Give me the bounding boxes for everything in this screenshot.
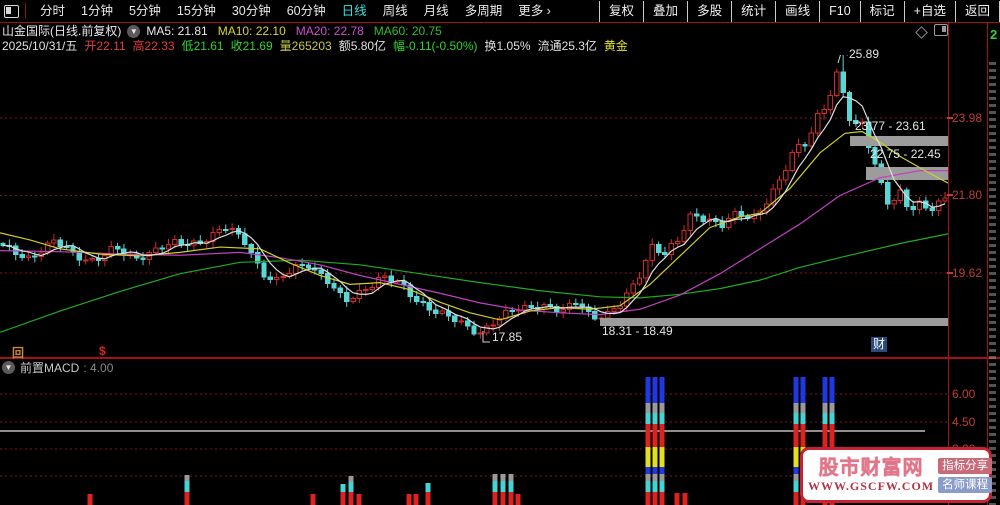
panel-divider [0, 357, 1000, 359]
period-tab-周线[interactable]: 周线 [382, 4, 408, 18]
price-annotation: 23.77 - 23.61 [855, 119, 926, 133]
toolbar-button-+自选[interactable]: +自选 [903, 0, 955, 22]
toolbar-button-叠加[interactable]: 叠加 [643, 0, 687, 22]
quote-field: 额5.80亿 [338, 39, 387, 53]
quote-field: 开22.11 [84, 39, 126, 53]
axis-tick [947, 117, 953, 119]
toolbar-buttons: 复权 叠加 多股 统计 画线 F10 标记 +自选 返回 [599, 0, 1000, 22]
stock-title: 山金国际(日线.前复权) [2, 24, 122, 38]
period-tab-多周期[interactable]: 多周期 [464, 4, 503, 18]
price-axis-label: 19.62 [952, 265, 983, 280]
quote-field: 换1.05% [484, 39, 531, 53]
price-annotation: 18.31 - 18.49 [602, 324, 673, 338]
chevron-down-icon[interactable]: ▼ [2, 361, 15, 374]
right-scroll-strip [989, 62, 996, 505]
chevron-down-icon[interactable]: ▼ [127, 24, 141, 38]
watermark-badge: 名师课程 [938, 476, 993, 493]
toolbar-button-统计[interactable]: 统计 [731, 0, 775, 22]
candlestick-chart[interactable] [0, 50, 949, 358]
dollar-icon[interactable]: $ [99, 344, 106, 358]
price-axis-label: 21.80 [952, 188, 983, 203]
ma-value: MA60: 20.75 [373, 24, 442, 38]
toolbar-button-返回[interactable]: 返回 [954, 0, 1000, 22]
toolbar-button-复权[interactable]: 复权 [599, 0, 643, 22]
period-tabs: 分时 1分钟 5分钟 15分钟 30分钟 60分钟 日线 周线 月线 多周期 更多 › [32, 0, 559, 22]
quote-field: 收21.69 [230, 39, 273, 53]
indicator-value: : 4.00 [83, 360, 114, 375]
axis-tick [947, 271, 953, 274]
toolbar-button-F10[interactable]: F10 [819, 0, 860, 22]
panel-toggle-icon[interactable] [934, 24, 948, 36]
chart-right-border [948, 23, 949, 505]
top-toolbar: 分时 1分钟 5分钟 15分钟 30分钟 60分钟 日线 周线 月线 多周期 更多 › 复权 叠加 多股… [0, 0, 1000, 23]
quote-field: 流通25.3亿 [537, 39, 597, 53]
watermark: 股市财富网 WWW.GSCFW.COM 指标分享 名师课程 [800, 447, 993, 503]
indicator-name[interactable]: 前置MACD [20, 361, 80, 375]
period-tab-15分钟[interactable]: 15分钟 [176, 4, 216, 18]
toolbar-button-多股[interactable]: 多股 [687, 0, 731, 22]
watermark-badge: 指标分享 [938, 457, 993, 474]
period-tab-1分钟[interactable]: 1分钟 [81, 4, 113, 18]
quote-field: 2025/10/31/五 [2, 39, 78, 53]
period-tab-5分钟[interactable]: 5分钟 [128, 4, 161, 18]
period-tab-更多 ›[interactable]: 更多 › [518, 4, 551, 18]
period-tab-30分钟[interactable]: 30分钟 [231, 4, 271, 18]
quote-fields: 2025/10/31/五 开22.11 高22.33 低21.61 收21.69 量265… [2, 39, 635, 53]
ma-values: MA5: 21.81 MA10: 22.10 MA20: 22.78 MA60: 20… [146, 24, 452, 38]
period-tab-分时[interactable]: 分时 [40, 4, 66, 18]
quote-info-row: 2025/10/31/五 开22.11 高22.33 低21.61 收21.69 量265… [2, 39, 635, 53]
period-tab-月线[interactable]: 月线 [423, 4, 449, 18]
toolbar-divider [25, 3, 26, 19]
price-annotation: 17.85 [492, 330, 523, 344]
window-layout-icon[interactable] [4, 4, 19, 18]
period-tab-60分钟[interactable]: 60分钟 [286, 4, 326, 18]
right-strip-text: 2 [990, 27, 998, 42]
ma-value: MA20: 22.78 [295, 24, 364, 38]
axis-right-border [987, 23, 988, 505]
ma-value: MA10: 22.10 [217, 24, 286, 38]
cai-marker-icon[interactable]: 财 [871, 337, 888, 352]
price-annotation: 25.89 [849, 47, 880, 61]
stock-info-row: 山金国际(日线.前复权) ▼ MA5: 21.81 MA10: 22.10 MA20… [2, 24, 452, 38]
watermark-title: 股市财富网 [818, 456, 924, 479]
price-annotation: 22.75 - 22.45 [870, 147, 941, 161]
toolbar-button-画线[interactable]: 画线 [775, 0, 819, 22]
indicator-header: ▼ 前置MACD : 4.00 [2, 359, 113, 376]
period-tab-日线[interactable]: 日线 [341, 4, 367, 18]
diamond-icon[interactable] [915, 26, 928, 39]
price-axis-label: 23.98 [952, 111, 983, 125]
quote-field: 量265203 [279, 39, 332, 53]
ma-value: MA5: 21.81 [146, 24, 208, 38]
quote-field: 幅-0.11(-0.50%) [393, 39, 478, 53]
axis-tick [947, 194, 953, 197]
quote-field: 高22.33 [132, 39, 175, 53]
watermark-url: WWW.GSCFW.COM [808, 478, 935, 493]
quote-field: 黄金 [603, 39, 628, 53]
indicator-axis-label: 4.50 [952, 415, 976, 429]
toolbar-button-标记[interactable]: 标记 [859, 0, 904, 22]
indicator-axis-label: 6.00 [952, 387, 976, 401]
hui-marker-icon[interactable]: 回 [12, 346, 25, 360]
quote-field: 低21.61 [181, 39, 224, 53]
